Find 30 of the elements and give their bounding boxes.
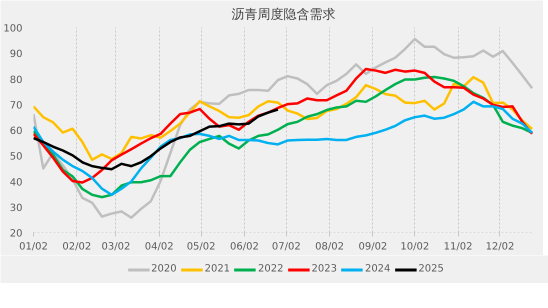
line-series <box>34 108 280 170</box>
legend-label: 2021 <box>204 264 230 274</box>
chart-title: 沥青周度隐含需求 <box>232 6 336 22</box>
legend-label: 2022 <box>258 264 284 274</box>
x-tick-label: 03/02 <box>101 242 130 252</box>
x-tick-label: 07/02 <box>272 242 301 252</box>
y-tick-label: 100 <box>3 24 23 34</box>
x-tick-label: 09/02 <box>358 242 388 252</box>
line-series <box>34 100 534 196</box>
y-tick-label: 70 <box>10 100 23 112</box>
x-tick-label: 10/02 <box>400 242 430 252</box>
x-tick-label: 12/02 <box>486 242 514 252</box>
y-tick-label: 90 <box>10 49 23 60</box>
y-tick-label: 20 <box>10 228 23 240</box>
y-tick-label: 80 <box>10 74 23 86</box>
x-tick-label: 01/02 <box>19 242 48 252</box>
x-tick-label: 02/02 <box>62 242 92 252</box>
x-tick-label: 11/02 <box>444 242 472 252</box>
x-tick-label: 06/02 <box>230 242 259 252</box>
legend-label: 2023 <box>312 264 337 274</box>
x-tick-label: 08/02 <box>315 242 344 252</box>
legend-label: 2025 <box>418 264 444 274</box>
legend-label: 2024 <box>364 264 390 274</box>
x-tick-label: 05/02 <box>186 242 216 252</box>
y-tick-label: 30 <box>10 202 23 214</box>
y-tick-label: 50 <box>10 152 23 163</box>
y-tick-label: 40 <box>10 177 23 188</box>
legend-label: 2020 <box>151 264 177 274</box>
x-tick-label: 04/02 <box>144 242 174 252</box>
y-tick-label: 60 <box>10 126 23 137</box>
